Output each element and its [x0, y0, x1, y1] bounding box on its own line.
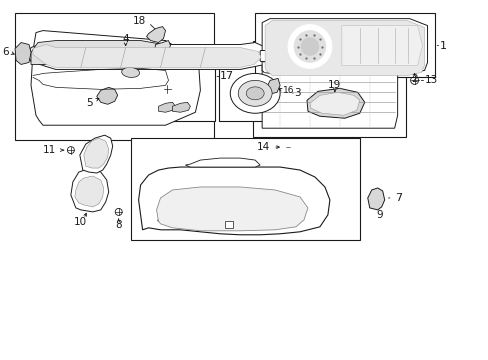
Text: 17: 17: [220, 71, 234, 81]
Polygon shape: [71, 168, 108, 212]
Polygon shape: [15, 42, 31, 64]
Bar: [225, 221, 233, 228]
Text: 18: 18: [132, 15, 145, 26]
Text: 9: 9: [376, 210, 382, 220]
Polygon shape: [80, 135, 112, 173]
Polygon shape: [29, 42, 269, 69]
Circle shape: [301, 37, 318, 55]
Circle shape: [287, 24, 331, 68]
Text: 15: 15: [386, 40, 398, 50]
Bar: [219, 66, 289, 121]
Text: 5: 5: [86, 98, 93, 108]
Polygon shape: [367, 188, 384, 210]
Text: 19: 19: [327, 80, 341, 90]
Text: 1: 1: [439, 41, 446, 50]
Ellipse shape: [238, 80, 271, 106]
Polygon shape: [265, 78, 280, 94]
Bar: [253, 41, 405, 137]
Polygon shape: [146, 27, 165, 42]
Polygon shape: [138, 167, 329, 235]
Polygon shape: [154, 41, 170, 54]
Circle shape: [171, 110, 176, 115]
Polygon shape: [97, 87, 118, 104]
Polygon shape: [262, 19, 427, 73]
Bar: [255, 13, 434, 77]
Ellipse shape: [245, 87, 264, 100]
Text: 13: 13: [424, 75, 437, 85]
Polygon shape: [172, 102, 190, 112]
Polygon shape: [306, 88, 364, 118]
Text: 4: 4: [122, 33, 129, 44]
Text: 10: 10: [74, 217, 87, 227]
Bar: [147, 66, 215, 121]
Polygon shape: [33, 45, 261, 67]
Polygon shape: [309, 92, 359, 115]
Text: 3: 3: [293, 88, 300, 98]
Text: 14: 14: [256, 142, 269, 152]
Polygon shape: [75, 176, 103, 207]
Polygon shape: [156, 187, 307, 231]
Polygon shape: [341, 26, 422, 66]
Text: 7: 7: [394, 193, 401, 203]
Ellipse shape: [230, 73, 280, 113]
Text: 2: 2: [410, 75, 417, 84]
Circle shape: [293, 31, 325, 62]
Polygon shape: [158, 102, 175, 112]
Polygon shape: [31, 41, 166, 64]
Polygon shape: [264, 21, 424, 75]
Polygon shape: [31, 31, 200, 125]
Ellipse shape: [122, 67, 139, 77]
Polygon shape: [260, 50, 397, 128]
Bar: [15, 13, 214, 140]
Text: 12: 12: [149, 58, 163, 68]
Bar: [130, 138, 359, 240]
Text: 11: 11: [42, 145, 56, 155]
Polygon shape: [83, 138, 108, 168]
FancyBboxPatch shape: [260, 50, 396, 62]
Text: 6: 6: [2, 48, 9, 58]
Text: 16: 16: [283, 86, 294, 95]
Text: 8: 8: [115, 220, 122, 230]
Polygon shape: [185, 158, 260, 167]
